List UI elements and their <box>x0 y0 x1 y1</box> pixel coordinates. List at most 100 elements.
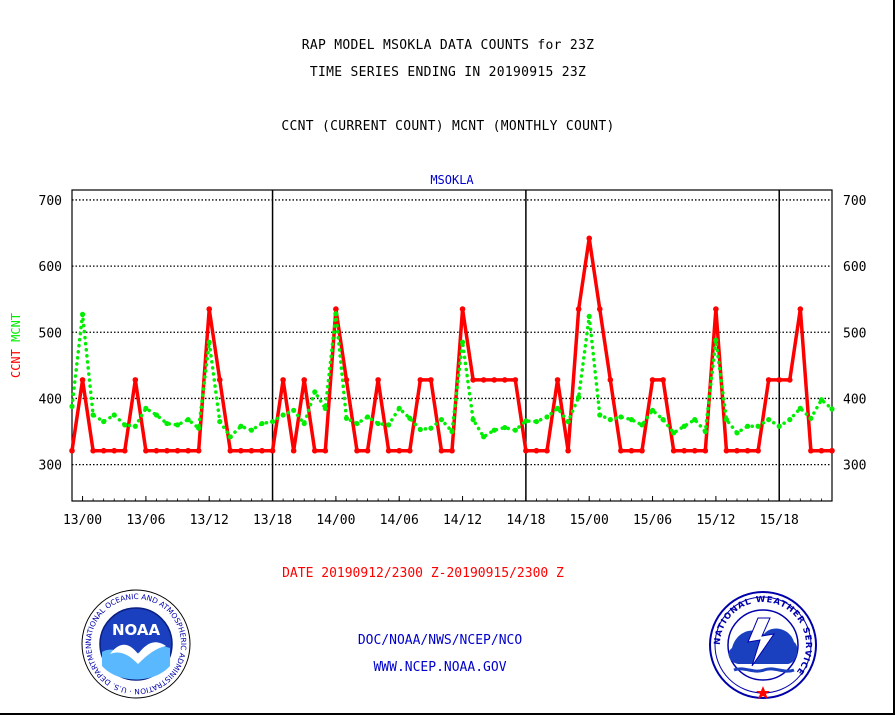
data-point-ccnt <box>786 377 793 383</box>
data-point-ccnt <box>259 447 265 454</box>
x-tick-label: 13/06 <box>126 513 165 528</box>
data-point-mcnt <box>544 414 550 420</box>
data-point-mcnt <box>312 389 318 395</box>
data-point-mcnt <box>238 423 244 429</box>
y-tick-label-right: 500 <box>843 326 866 341</box>
data-point-ccnt <box>438 447 445 454</box>
data-point-ccnt <box>90 447 96 454</box>
data-point-mcnt <box>206 339 212 345</box>
x-tick-label: 15/12 <box>696 513 735 528</box>
data-point-ccnt <box>501 377 508 383</box>
data-point-mcnt <box>132 423 138 429</box>
data-point-ccnt <box>533 447 540 454</box>
data-point-ccnt <box>185 447 191 454</box>
x-tick-label: 14/18 <box>506 513 545 528</box>
data-point-mcnt <box>291 407 297 413</box>
nws-logo-icon: NATIONAL WEATHER SERVICE <box>709 591 817 699</box>
data-point-mcnt <box>217 418 223 425</box>
data-point-mcnt <box>364 414 371 420</box>
data-point-mcnt <box>396 405 402 411</box>
data-point-ccnt <box>396 447 403 454</box>
chart-title-line-2: TIME SERIES ENDING IN 20190915 23Z <box>309 65 587 80</box>
data-point-ccnt <box>79 377 86 383</box>
data-point-mcnt <box>491 427 497 433</box>
data-point-mcnt <box>386 422 392 428</box>
data-point-mcnt <box>702 428 708 435</box>
data-point-mcnt <box>576 394 582 400</box>
data-point-ccnt <box>280 377 286 383</box>
x-tick-label: 15/00 <box>570 513 609 528</box>
data-point-ccnt <box>554 377 561 383</box>
data-point-ccnt <box>333 306 339 312</box>
data-point-mcnt <box>79 311 86 317</box>
data-point-mcnt <box>227 434 233 440</box>
data-point-ccnt <box>406 447 413 454</box>
data-point-mcnt <box>723 417 730 423</box>
y-tick-label-right: 600 <box>843 260 866 275</box>
data-point-ccnt <box>428 377 434 383</box>
x-tick-label: 15/18 <box>760 513 799 528</box>
data-point-ccnt <box>776 377 783 383</box>
data-point-ccnt <box>290 447 297 454</box>
data-point-mcnt <box>407 415 413 421</box>
data-point-ccnt <box>818 447 825 454</box>
y-tick-label-right: 400 <box>843 392 866 407</box>
data-point-mcnt <box>818 397 825 403</box>
data-point-ccnt <box>639 447 645 454</box>
data-point-ccnt <box>354 447 360 454</box>
data-point-mcnt <box>787 417 793 423</box>
y-tick-label-left: 600 <box>39 260 62 275</box>
footer-url-link[interactable]: WWW.NCEP.NOAA.GOV <box>373 660 507 675</box>
data-point-ccnt <box>480 377 487 383</box>
x-tick-label: 14/12 <box>443 513 482 528</box>
data-point-ccnt <box>681 447 688 454</box>
data-point-mcnt <box>586 313 592 319</box>
noaa-logo-text: NOAA <box>112 621 161 639</box>
data-point-ccnt <box>586 235 593 242</box>
data-point-mcnt <box>660 417 666 423</box>
data-point-mcnt <box>755 423 761 429</box>
data-point-mcnt <box>692 417 698 423</box>
noaa-logo-icon: NATIONAL OCEANIC AND ATMOSPHERIC ADMINIS… <box>80 588 191 699</box>
data-point-ccnt <box>449 447 455 454</box>
data-point-mcnt <box>301 420 307 427</box>
data-point-mcnt <box>449 428 455 435</box>
data-point-ccnt <box>238 447 244 454</box>
x-tick-label: 14/06 <box>380 513 419 528</box>
data-point-mcnt <box>512 427 518 433</box>
data-point-ccnt <box>808 447 814 454</box>
data-point-ccnt <box>628 447 635 454</box>
footer-org-text: DOC/NOAA/NWS/NCEP/NCO <box>357 633 523 648</box>
data-point-mcnt <box>269 418 276 425</box>
data-point-mcnt <box>438 417 445 423</box>
data-point-mcnt <box>776 423 782 429</box>
data-point-mcnt <box>607 417 613 423</box>
chart-title-line-3: CCNT (CURRENT COUNT) MCNT (MONTHLY COUNT… <box>281 119 615 134</box>
data-point-mcnt <box>649 407 656 413</box>
y-axis-label-part: CCNT <box>9 349 23 378</box>
data-point-ccnt <box>797 306 804 312</box>
data-point-mcnt <box>628 417 635 423</box>
data-point-ccnt <box>301 377 308 383</box>
data-point-mcnt <box>470 417 476 423</box>
data-point-ccnt <box>723 447 730 454</box>
data-point-ccnt <box>343 377 350 383</box>
y-axis-label-part: MCNT <box>9 313 23 349</box>
data-point-ccnt <box>565 447 571 454</box>
data-point-mcnt <box>322 405 328 411</box>
data-point-mcnt <box>481 434 487 440</box>
data-point-mcnt <box>343 415 350 421</box>
data-point-mcnt <box>101 418 107 425</box>
data-point-mcnt <box>681 423 687 429</box>
data-point-mcnt <box>808 415 814 421</box>
data-point-ccnt <box>670 447 677 454</box>
data-point-ccnt <box>660 377 666 383</box>
data-point-ccnt <box>375 377 381 383</box>
data-point-ccnt <box>364 447 371 454</box>
data-point-ccnt <box>216 377 223 383</box>
data-point-mcnt <box>428 425 434 431</box>
data-point-ccnt <box>544 447 550 454</box>
data-point-mcnt <box>90 412 96 418</box>
chart-title-line-1: RAP MODEL MSOKLA DATA COUNTS for 23Z <box>301 38 595 53</box>
